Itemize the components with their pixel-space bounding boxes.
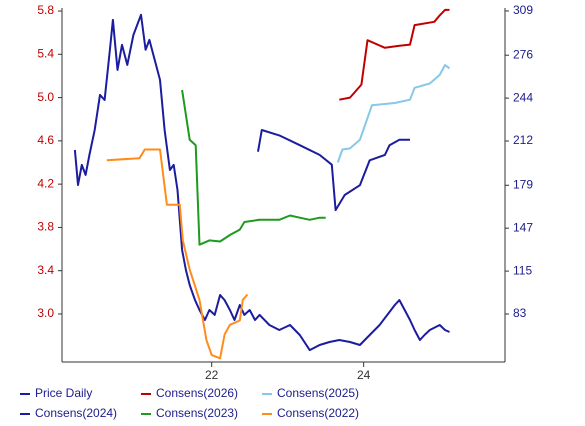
y2-tick-label: 309 (513, 3, 533, 17)
y-tick-label: 5.4 (37, 46, 54, 60)
y-tick-label: 4.2 (37, 176, 54, 190)
x-tick-label: 22 (205, 368, 219, 382)
y-tick-label: 3.8 (37, 220, 54, 234)
legend-label: Consens(2023) (156, 406, 238, 420)
series-line (339, 8, 450, 101)
y2-tick-label: 244 (513, 90, 533, 104)
y2-tick-label: 212 (513, 133, 533, 147)
y2-tick-label: 276 (513, 47, 533, 61)
y-tick-label: 5.0 (37, 90, 54, 104)
y-tick-label: 4.6 (37, 133, 54, 147)
legend-label: Consens(2022) (277, 406, 359, 420)
y2-tick-label: 147 (513, 220, 533, 234)
series-line (181, 89, 326, 246)
y2-tick-label: 179 (513, 177, 533, 191)
legend-label: Consens(2026) (156, 386, 238, 400)
series-line (106, 148, 249, 360)
series-line (336, 64, 451, 163)
legend-label: Consens(2025) (277, 386, 359, 400)
series-line (257, 129, 410, 212)
y-tick-label: 3.4 (37, 263, 54, 277)
legend-label: Price Daily (35, 386, 92, 400)
series-line (73, 13, 450, 352)
legend-label: Consens(2024) (35, 406, 117, 420)
y2-tick-label: 83 (513, 306, 527, 320)
y-tick-label: 5.8 (37, 3, 54, 17)
y-tick-label: 3.0 (37, 306, 54, 320)
x-tick-label: 24 (357, 368, 371, 382)
y2-tick-label: 115 (513, 263, 532, 277)
